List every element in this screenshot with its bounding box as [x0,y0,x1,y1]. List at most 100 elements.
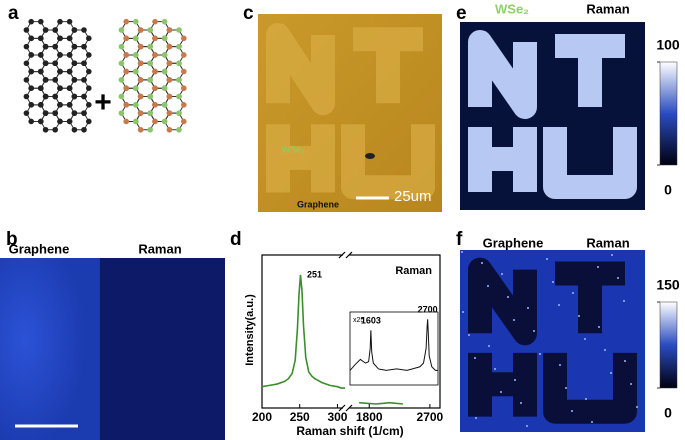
atom [118,93,125,100]
colorbar-label: 150 [656,277,680,293]
atom [81,60,87,67]
atom [57,18,63,25]
atom [71,60,78,67]
atom [86,85,92,91]
label: WSe₂ [495,1,529,16]
noise-dot [501,273,503,275]
atom [86,118,92,125]
atom [28,35,34,42]
atom [166,27,173,33]
atom [86,35,92,42]
atom [81,93,87,100]
chart-annotation: Raman [395,265,432,277]
atom [147,126,153,133]
atom [81,27,87,33]
hexagon [69,112,90,131]
panel-label: d [230,229,242,250]
letter-shape [555,261,625,334]
noise-dot [559,364,561,366]
atom [28,18,34,25]
atom [118,43,125,50]
atom [176,27,182,33]
x-tick-label: 1800 [356,410,383,424]
atom [181,68,187,75]
x-tick-label: 2700 [417,410,444,424]
noise-dot [585,398,587,400]
hexagon [164,96,185,114]
noise-dot [474,357,476,359]
letter-shape [468,30,537,119]
atom [71,27,78,33]
noise-dot [610,372,612,374]
noise-dot [468,334,470,336]
map-letters [461,251,638,427]
optical-letters [266,23,435,200]
noise-dot [533,330,535,332]
atom [52,27,58,33]
atom [66,18,73,25]
atom [166,77,173,83]
noise-dot [526,425,528,427]
plus-sign: + [94,86,112,119]
atom [52,93,58,100]
atom [152,52,158,58]
noise-dot [475,417,477,419]
atom [23,77,30,83]
label: Graphene [483,235,544,250]
atom [52,60,58,67]
panel-label: e [456,3,467,24]
atom [66,35,73,42]
atom [147,110,153,116]
atom [38,68,44,75]
noise-dot [552,281,554,283]
label: WSe₂ [282,144,306,154]
noise-dot [565,387,567,389]
noise-dot [571,410,573,412]
atom [161,68,168,75]
noise-dot [630,383,632,385]
atom [118,60,125,67]
atom [133,18,139,25]
noise-dot [527,307,529,309]
letter-shape [266,124,335,193]
hexagon [69,62,90,81]
atom [57,102,63,108]
atom [161,52,168,58]
atom [42,77,49,83]
atom [123,68,129,75]
atom [152,118,158,125]
atom [57,68,63,75]
spectrum-line [359,401,404,405]
atom [181,85,187,91]
noise-dot [539,353,541,355]
atom [147,43,153,50]
atom [23,60,30,67]
colorbar-label: 0 [664,405,672,421]
atom [176,93,182,100]
atom [161,18,168,25]
spectrum-line [349,319,438,371]
atom [137,126,144,133]
atom [42,126,49,133]
noise-dot [514,379,516,381]
noise-dot [636,406,638,408]
x-tick-label: 300 [327,410,347,424]
atom [81,126,87,133]
atom [137,110,144,116]
atom [123,85,129,91]
atom [147,93,153,100]
atom [123,52,129,58]
noise-dot [604,349,606,351]
atom [81,43,87,50]
hexagon [164,112,185,131]
graphene-region [0,258,100,440]
atom [137,77,144,83]
atom [52,126,58,133]
atom [118,77,125,83]
atom [57,52,63,58]
inset-annotation: x25 [353,317,364,324]
atom [66,52,73,58]
atom [42,27,49,33]
atom [152,18,158,25]
